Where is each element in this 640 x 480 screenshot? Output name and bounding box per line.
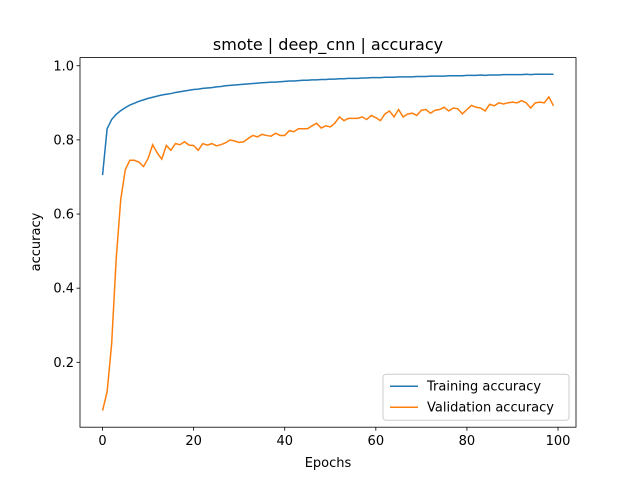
line-series	[101, 73, 554, 176]
x-tick-label: 20	[185, 434, 202, 449]
y-tick-label: 0.2	[53, 356, 74, 371]
x-tick-label: 0	[98, 434, 106, 449]
legend-label: Validation accuracy	[427, 401, 554, 416]
y-tick-label: 1.0	[53, 59, 74, 74]
x-tick-label: 80	[459, 434, 476, 449]
x-tick-label: 60	[368, 434, 385, 449]
legend-box	[382, 373, 570, 421]
y-tick-label: 0.8	[53, 133, 74, 148]
y-axis-label: accuracy	[29, 212, 44, 271]
legend-label: Training accuracy	[426, 380, 541, 395]
chart-title: smote | deep_cnn | accuracy	[213, 35, 443, 55]
legend: Training accuracy Validation accuracy	[382, 373, 570, 421]
plot-frame	[79, 57, 577, 428]
x-tick-label: 100	[546, 434, 571, 449]
x-axis-label: Epochs	[305, 456, 352, 471]
y-tick-label: 0.6	[53, 208, 74, 223]
line-series	[101, 95, 555, 411]
x-tick-label: 40	[276, 434, 293, 449]
y-tick-label: 0.4	[53, 282, 74, 297]
